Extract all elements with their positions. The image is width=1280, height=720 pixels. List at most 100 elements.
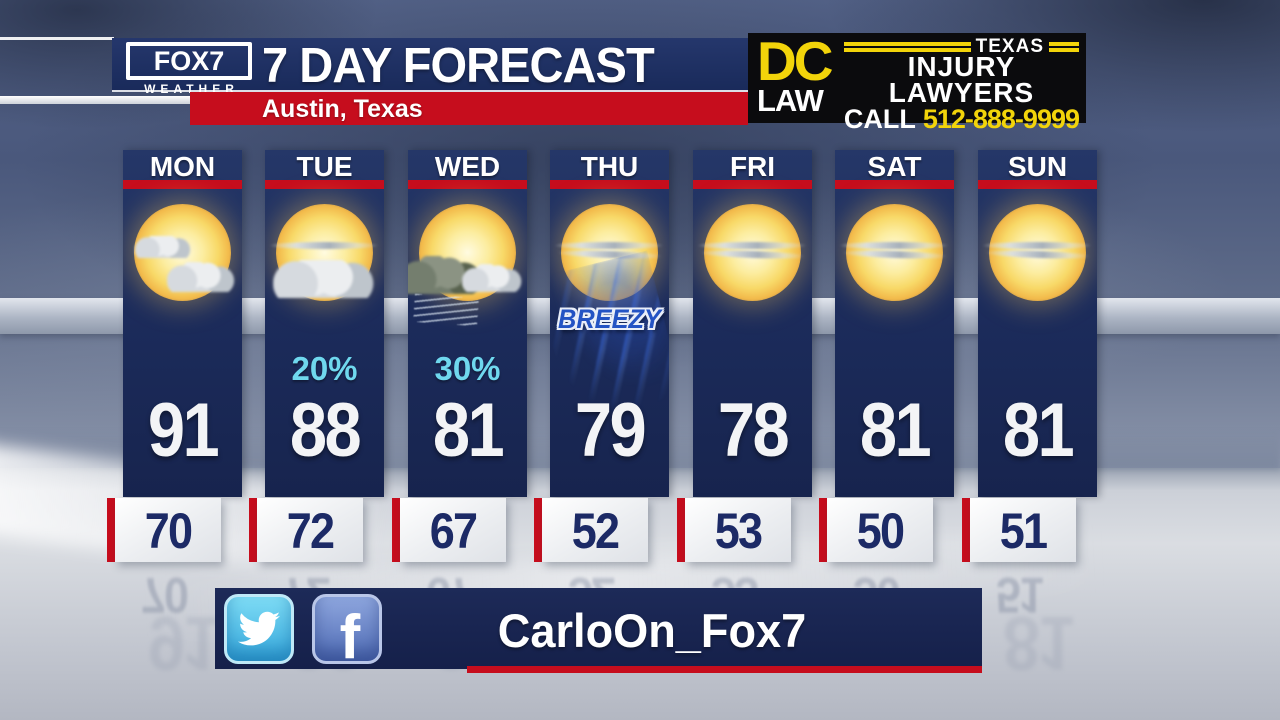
cloud-icon	[135, 236, 191, 258]
day-label: FRI	[729, 151, 776, 182]
page-title: 7 DAY FORECAST	[262, 39, 655, 93]
day-underline	[408, 180, 527, 189]
yellow-bar-decoration	[1049, 41, 1079, 52]
day-panel: TUE 20% 88	[265, 150, 384, 497]
low-box-plate: 70	[115, 498, 221, 562]
day-label: MON	[149, 151, 216, 182]
sponsor-call-label: CALL	[843, 104, 916, 134]
low-box-plate: 50	[827, 498, 933, 562]
rain-streaks-icon	[413, 293, 479, 327]
low-box-red-bar	[249, 498, 257, 562]
high-temp: 81	[432, 388, 505, 473]
low-temp: 72	[286, 503, 335, 559]
location-bar: Austin, Texas	[190, 92, 748, 125]
yellow-bar-decoration	[843, 41, 971, 52]
low-temp-box: 70	[107, 498, 221, 562]
low-temp: 67	[429, 503, 478, 559]
low-temp: 50	[856, 503, 905, 559]
day-label: WED	[434, 151, 501, 182]
wispy-cloud-icon	[554, 242, 664, 249]
low-temp-box: 53	[677, 498, 791, 562]
wispy-cloud-icon	[839, 242, 949, 249]
high-temp: 81	[859, 388, 932, 473]
header-banner: FOX7 WEATHER 7 DAY FORECAST	[112, 38, 749, 96]
high-temp: 79	[574, 388, 647, 473]
day-label: SAT	[867, 151, 922, 182]
sponsor-tagline: INJURY LAWYERS	[888, 51, 1035, 108]
twitter-icon	[224, 594, 294, 664]
low-temp-box: 67	[392, 498, 506, 562]
low-box-plate: 67	[400, 498, 506, 562]
facebook-icon: f	[312, 594, 382, 664]
high-temp: 81	[1002, 388, 1075, 473]
day-underline	[693, 180, 812, 189]
day-panel: MON 91	[123, 150, 242, 497]
day-panel: SUN 81	[978, 150, 1097, 497]
low-temp-box: 51	[962, 498, 1076, 562]
forecast-day-column-fri: FRI 78 53 53 78	[677, 150, 812, 720]
low-box-plate: 53	[685, 498, 791, 562]
location-label: Austin, Texas	[262, 95, 423, 123]
forecast-day-column-sun: SUN 81 51 51 81	[962, 150, 1097, 720]
day-label: TUE	[296, 151, 353, 182]
wispy-cloud-icon	[982, 242, 1092, 249]
sponsor-region-label: TEXAS	[975, 36, 1044, 57]
low-temp: 53	[714, 503, 763, 559]
sponsor-text: TEXAS INJURY LAWYERS CALL 512-888-9999	[843, 36, 1080, 133]
sponsor-phone-number: 512-888-9999	[922, 104, 1080, 134]
low-temp: 70	[144, 503, 193, 559]
low-box-red-bar	[819, 498, 827, 562]
wispy-cloud-icon	[697, 242, 807, 249]
low-box-plate: 51	[970, 498, 1076, 562]
day-label: SUN	[1007, 151, 1068, 182]
low-box-red-bar	[392, 498, 400, 562]
forecast-day-column-mon: MON 91 70 70 91	[107, 150, 242, 720]
day-underline	[123, 180, 242, 189]
day-underline	[265, 180, 384, 189]
day-label: THU	[580, 151, 639, 182]
social-bar-underline	[467, 666, 982, 673]
cloud-icon	[462, 264, 522, 292]
forecast-day-column-wed: WED 30% 81 67 67 81	[392, 150, 527, 720]
fox7-weather-logo: FOX7 WEATHER	[126, 42, 252, 96]
cloud-icon	[167, 262, 235, 292]
sponsor-region-row: TEXAS	[843, 36, 1079, 57]
day-panel: THU BREEZY 79	[550, 150, 669, 497]
low-box-red-bar	[534, 498, 542, 562]
forecast-day-column-thu: THU BREEZY 79 52 52 79	[534, 150, 669, 720]
sponsor-call-row: CALL 512-888-9999	[843, 104, 1080, 134]
forecast-day-column-sat: SAT 81 50 50 81	[819, 150, 954, 720]
high-temp: 91	[147, 388, 220, 473]
day-panel: FRI 78	[693, 150, 812, 497]
day-underline	[550, 180, 669, 189]
precip-chance: 20%	[291, 350, 358, 387]
day-underline	[835, 180, 954, 189]
sponsor-brand-bottom: LAW	[757, 83, 824, 118]
low-temp-box: 72	[249, 498, 363, 562]
low-temp-box: 52	[534, 498, 648, 562]
header-left-strip	[0, 96, 190, 104]
sponsor-ad-banner: DC LAW TEXAS INJURY LAWYERS CALL 512-888-…	[748, 30, 1086, 133]
header-top-line	[0, 37, 114, 40]
day-panel: WED 30% 81	[408, 150, 527, 497]
low-box-red-bar	[677, 498, 685, 562]
precip-chance: 30%	[434, 350, 501, 387]
low-temp: 52	[571, 503, 620, 559]
day-panel: SAT 81	[835, 150, 954, 497]
low-box-plate: 52	[542, 498, 648, 562]
day-underline	[978, 180, 1097, 189]
low-box-plate: 72	[257, 498, 363, 562]
forecast-day-column-tue: TUE 20% 88 72 72 88	[249, 150, 384, 720]
wispy-cloud-icon	[269, 242, 379, 249]
breezy-badge: BREEZY	[558, 304, 661, 334]
low-box-red-bar	[107, 498, 115, 562]
cloud-icon	[273, 260, 375, 298]
social-handle: CarloOn_Fox7	[497, 604, 807, 657]
social-bar: f CarloOn_Fox7	[215, 588, 982, 669]
fox7-logo-box: FOX7	[126, 42, 252, 80]
high-temp: 88	[289, 388, 362, 473]
low-temp-box: 50	[819, 498, 933, 562]
sponsor-brand-top: DC	[757, 30, 833, 92]
